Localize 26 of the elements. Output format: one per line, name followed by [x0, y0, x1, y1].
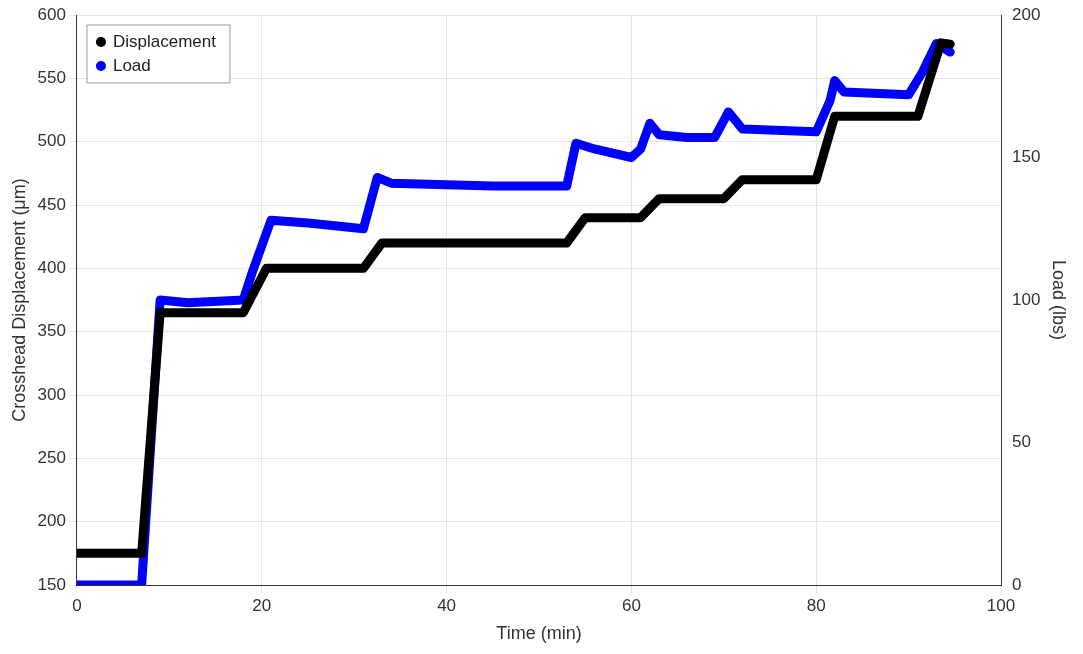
y2-tick-label: 200 — [1012, 4, 1041, 24]
y-tick-label: 600 — [37, 4, 66, 24]
y-tick-label: 400 — [37, 258, 66, 278]
legend-label: Load — [112, 55, 151, 75]
x-axis-title: Time (min) — [496, 623, 582, 644]
x-tick-label: 100 — [986, 595, 1016, 615]
x-tick-label: 0 — [72, 595, 82, 615]
y-axis-title: Crosshead Displacement (μm) — [8, 178, 29, 422]
y-tick-label: 350 — [37, 321, 66, 341]
y-tick-label: 550 — [37, 68, 66, 88]
y-tick-label: 250 — [37, 448, 66, 468]
y-tick-label: 300 — [37, 384, 66, 404]
y2-tick-label: 100 — [1012, 289, 1041, 309]
x-tick-label: 20 — [252, 595, 272, 615]
x-tick-label: 60 — [621, 595, 641, 615]
x-tick-label: 80 — [806, 595, 826, 615]
x-tick-label: 40 — [437, 595, 457, 615]
y2-tick-label: 150 — [1012, 147, 1041, 167]
legend-label: Displacement — [112, 31, 217, 51]
y-tick-label: 450 — [37, 194, 66, 214]
y2-tick-label: 50 — [1012, 432, 1031, 452]
y-tick-label: 500 — [37, 131, 66, 151]
y-tick-label: 150 — [37, 574, 66, 594]
y-tick-label: 200 — [37, 511, 66, 531]
y2-tick-label: 0 — [1012, 574, 1022, 594]
y2-axis-title: Load (lbs) — [1049, 259, 1070, 341]
